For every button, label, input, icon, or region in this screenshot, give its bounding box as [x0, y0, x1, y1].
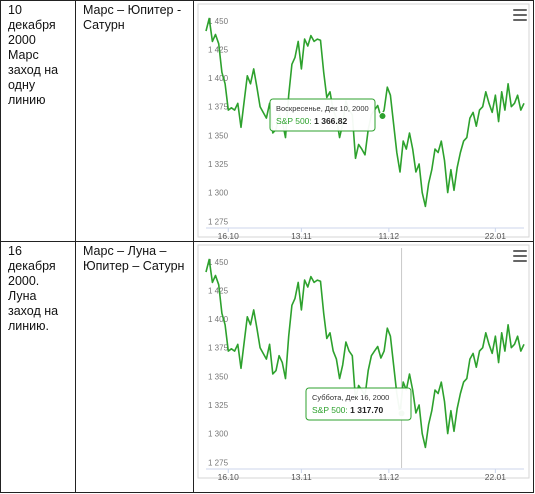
plot-frame — [197, 244, 530, 479]
date-cell: 10 декабря 2000 Марс заход на одну линию — [0, 0, 76, 242]
y-tick-label: 1 450 — [208, 258, 229, 267]
x-tick-label: 11.12 — [379, 472, 400, 482]
date-cell: 16 декабря 2000. Луна заход на линию. — [0, 241, 76, 493]
hamburger-menu-icon[interactable] — [513, 250, 527, 262]
tooltip: Суббота, Дек 16, 2000 S&P 500: 1 317.70 — [305, 387, 412, 421]
y-tick-label: 1 375 — [208, 103, 229, 112]
plot-frame — [197, 3, 530, 238]
x-tick-label: 16.10 — [218, 472, 240, 482]
table-row: 10 декабря 2000 Марс заход на одну линию… — [0, 0, 534, 242]
y-tick-label: 1 300 — [208, 189, 229, 198]
y-tick-label: 1 400 — [208, 74, 229, 83]
planets-cell: Марс – Юпитер - Сатурн — [75, 0, 194, 242]
y-tick-label: 1 425 — [208, 45, 229, 54]
sp500-line-chart: 1 450 1 425 1 400 1 375 1 350 1 325 1 300 1 275… — [197, 3, 530, 241]
tooltip-box — [269, 98, 376, 132]
date-text: 10 декабря 2000 Марс заход на одну линию — [8, 3, 59, 107]
y-tick-label: 1 300 — [208, 430, 229, 439]
chart-cell: 1 450 1 425 1 400 1 375 1 350 1 325 1 300 1 275… — [193, 0, 534, 242]
x-tick-label: 13.11 — [291, 231, 312, 241]
table-row: 16 декабря 2000. Луна заход на линию. Мар… — [0, 241, 534, 493]
tooltip-date: Суббота, Дек 16, 2000 — [312, 393, 389, 402]
chart-cell: 1 450 1 425 1 400 1 375 1 350 1 325 1 300 1 275… — [193, 241, 534, 493]
tooltip-date: Воскресенье, Дек 10, 2000 — [276, 104, 369, 113]
hover-point-marker[interactable] — [378, 112, 387, 121]
y-tick-label: 1 325 — [208, 401, 229, 410]
chart-container: 1 450 1 425 1 400 1 375 1 350 1 325 1 300 1 275… — [194, 1, 533, 241]
tooltip-series-name: S&P 500: — [312, 405, 350, 415]
y-tick-label: 1 400 — [208, 315, 229, 324]
x-tick-label: 13.11 — [291, 472, 312, 482]
y-tick-label: 1 275 — [208, 217, 229, 226]
y-tick-label: 1 325 — [208, 160, 229, 169]
x-tick-label: 22.01 — [485, 231, 507, 241]
tooltip-value: 1 317.70 — [350, 405, 383, 415]
tooltip-series-name: S&P 500: — [276, 116, 314, 126]
y-tick-label: 1 375 — [208, 344, 229, 353]
tooltip-value-line: S&P 500: 1 317.70 — [312, 405, 383, 415]
x-tick-label: 22.01 — [485, 472, 507, 482]
y-tick-label: 1 350 — [208, 131, 229, 140]
x-tick-label: 11.12 — [379, 231, 400, 241]
tooltip-value-line: S&P 500: 1 366.82 — [276, 116, 347, 126]
tooltip: Воскресенье, Дек 10, 2000 S&P 500: 1 366.… — [269, 98, 376, 132]
tooltip-value: 1 366.82 — [314, 116, 347, 126]
y-tick-label: 1 275 — [208, 458, 229, 467]
series-line-sp500 — [205, 17, 525, 208]
sp500-line-chart: 1 450 1 425 1 400 1 375 1 350 1 325 1 300 1 275… — [197, 244, 530, 482]
y-tick-label: 1 425 — [208, 286, 229, 295]
planets-text: Марс – Юпитер - Сатурн — [83, 3, 182, 32]
y-tick-label: 1 450 — [208, 17, 229, 26]
planets-cell: Марс – Луна – Юпитер – Сатурн — [75, 241, 194, 493]
hamburger-menu-icon[interactable] — [513, 9, 527, 21]
x-tick-label: 16.10 — [218, 231, 240, 241]
planets-text: Марс – Луна – Юпитер – Сатурн — [83, 244, 185, 273]
y-tick-label: 1 350 — [208, 372, 229, 381]
tooltip-box — [305, 387, 412, 421]
chart-container: 1 450 1 425 1 400 1 375 1 350 1 325 1 300 1 275… — [194, 242, 533, 492]
date-text: 16 декабря 2000. Луна заход на линию. — [8, 244, 59, 333]
